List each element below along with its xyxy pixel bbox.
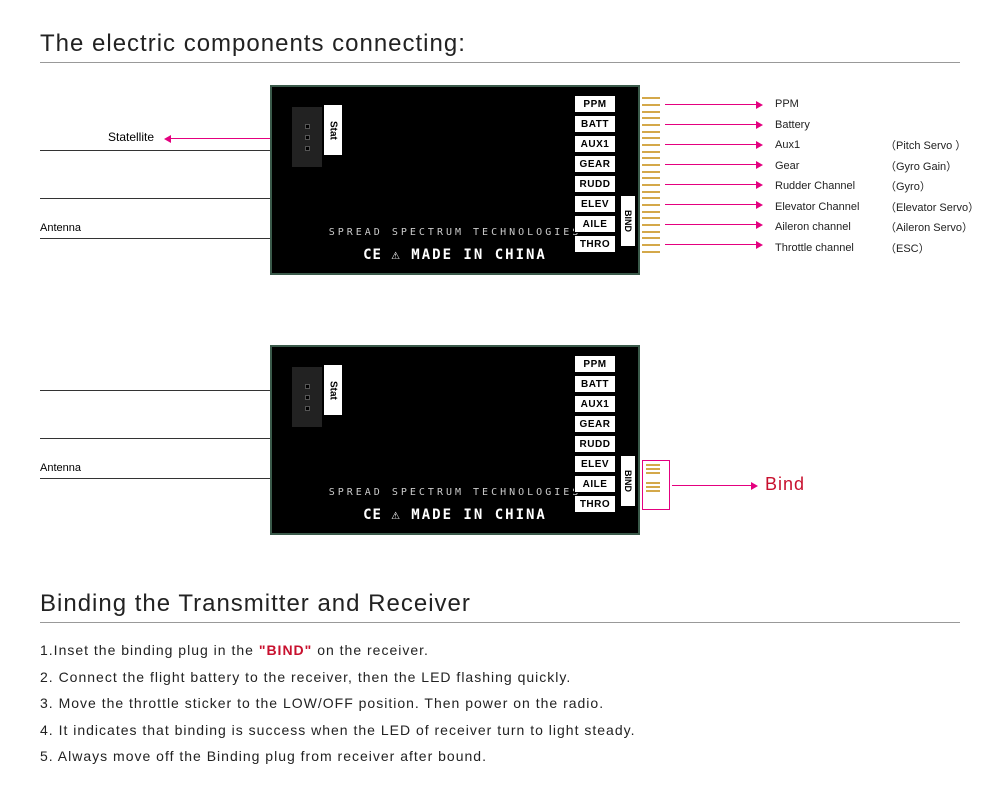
antenna-line-1b: [40, 198, 270, 199]
stat-port-2: [292, 367, 322, 427]
step-1: 1.Inset the binding plug in the "BIND" o…: [40, 637, 960, 664]
pin-aile: AILE: [574, 215, 616, 233]
bind-text: Bind: [765, 474, 805, 495]
out-aile: Aileron channel: [775, 221, 885, 233]
output-labels: PPM Battery Aux1（Pitch Servo ） Gear（Gyro…: [775, 94, 979, 258]
title-2: Binding the Transmitter and Receiver: [40, 590, 960, 618]
step-4: 4. It indicates that binding is success …: [40, 717, 960, 744]
out-thro: Throttle channel: [775, 242, 885, 254]
pin-gear-2: GEAR: [574, 415, 616, 433]
receiver-module-2: Stat SPREAD SPECTRUM TECHNOLOGIES CE ⚠ M…: [270, 345, 640, 535]
pin-column-2: PPM BATT AUX1 GEAR RUDD ELEV AILE THRO: [574, 355, 616, 513]
bind-port-label: BIND: [620, 195, 636, 247]
pin-batt: BATT: [574, 115, 616, 133]
pin-aile-2: AILE: [574, 475, 616, 493]
pin-thro: THRO: [574, 235, 616, 253]
pin-aux1-2: AUX1: [574, 395, 616, 413]
pin-elev: ELEV: [574, 195, 616, 213]
out-gear: Gear: [775, 160, 885, 172]
antenna-label-2: Antenna: [40, 462, 81, 474]
pin-rudd: RUDD: [574, 175, 616, 193]
pin-ppm-2: PPM: [574, 355, 616, 373]
pin-elev-2: ELEV: [574, 455, 616, 473]
connecting-diagram: Statellite Antenna Stat SPREAD SPECTRUM …: [0, 80, 1000, 310]
title-1: The electric components connecting:: [40, 30, 960, 58]
stat-label: Stat: [324, 105, 342, 155]
section-heading-1: The electric components connecting:: [40, 30, 960, 63]
bind-plug-outline: [642, 460, 670, 510]
satellite-label: Statellite: [108, 130, 154, 144]
stat-port: [292, 107, 322, 167]
step-2: 2. Connect the flight battery to the rec…: [40, 664, 960, 691]
binding-diagram: Antenna Stat SPREAD SPECTRUM TECHNOLOGIE…: [0, 340, 1000, 570]
satellite-arrow: [170, 138, 285, 139]
antenna-line-2a: [40, 390, 270, 391]
pin-batt-2: BATT: [574, 375, 616, 393]
step-3: 3. Move the throttle sticker to the LOW/…: [40, 690, 960, 717]
antenna-line-1a: [40, 150, 270, 151]
step-5: 5. Always move off the Binding plug from…: [40, 743, 960, 770]
instructions: 1.Inset the binding plug in the "BIND" o…: [40, 637, 960, 770]
pin-ppm: PPM: [574, 95, 616, 113]
out-elev: Elevator Channel: [775, 201, 885, 213]
bind-arrow: [672, 485, 752, 486]
section-heading-2: Binding the Transmitter and Receiver 1.I…: [40, 590, 960, 770]
antenna-line-1c: [40, 238, 270, 239]
antenna-line-2b: [40, 438, 270, 439]
receiver-module-1: Stat SPREAD SPECTRUM TECHNOLOGIES CE ⚠ M…: [270, 85, 640, 275]
divider-1: [40, 62, 960, 63]
pin-gear: GEAR: [574, 155, 616, 173]
pin-column-1: PPM BATT AUX1 GEAR RUDD ELEV AILE THRO: [574, 95, 616, 253]
antenna-line-2c: [40, 478, 270, 479]
out-batt: Battery: [775, 119, 885, 131]
pin-thro-2: THRO: [574, 495, 616, 513]
bind-keyword: "BIND": [259, 642, 313, 658]
stat-label-2: Stat: [324, 365, 342, 415]
out-rudd: Rudder Channel: [775, 180, 885, 192]
antenna-label-1: Antenna: [40, 222, 81, 234]
divider-2: [40, 622, 960, 623]
out-ppm: PPM: [775, 98, 885, 110]
pin-aux1: AUX1: [574, 135, 616, 153]
pin-rudd-2: RUDD: [574, 435, 616, 453]
out-aux1: Aux1: [775, 139, 885, 151]
bind-port-label-2: BIND: [620, 455, 636, 507]
